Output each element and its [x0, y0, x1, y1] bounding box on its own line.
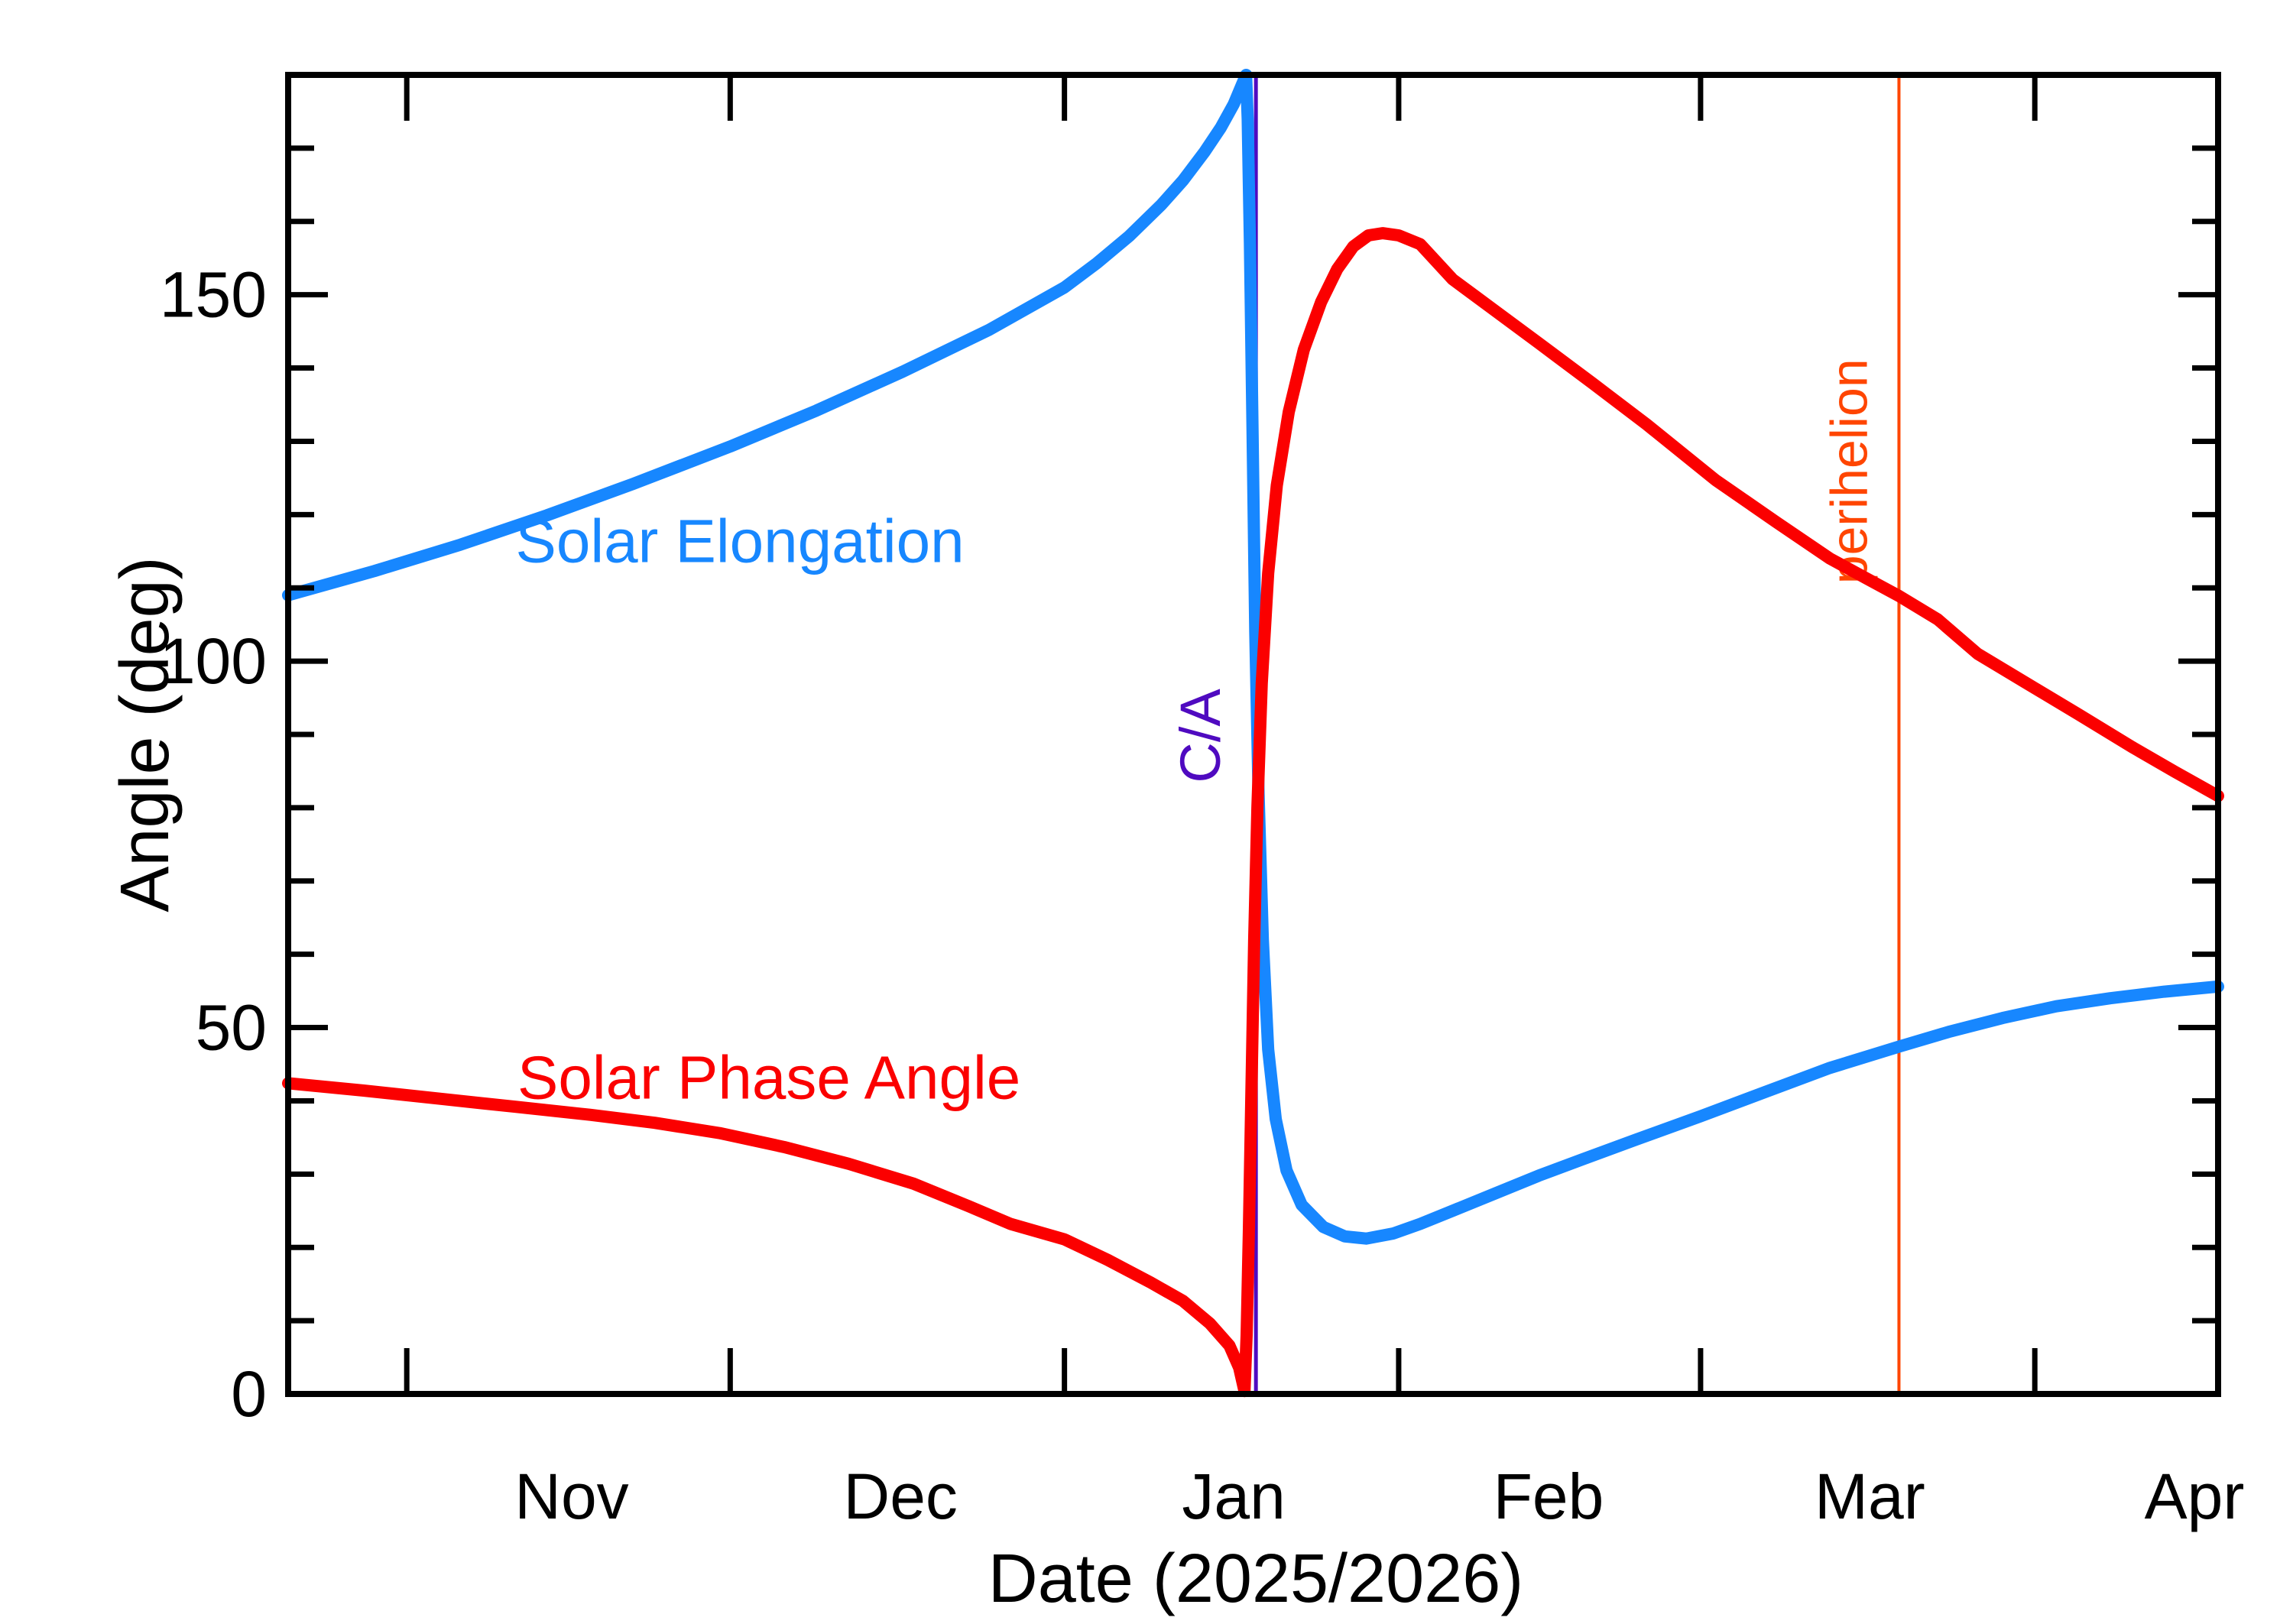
solar-elongation-label: Solar Elongation — [516, 507, 965, 575]
perihelion-label: perihelion — [1821, 358, 1879, 584]
solar-phase-angle-curve — [282, 227, 2224, 1398]
x-axis-title: Date (2025/2026) — [988, 1541, 1524, 1617]
x-tick-label-month: Feb — [1494, 1460, 1604, 1532]
x-tick-label-month: Nov — [514, 1460, 628, 1532]
x-tick-label-month: Mar — [1815, 1460, 1925, 1532]
close-approach-label: C/A — [1169, 689, 1232, 783]
y-tick-label: 100 — [160, 625, 267, 697]
x-tick-label-month: Dec — [844, 1460, 958, 1532]
y-tick-label: 50 — [196, 992, 267, 1064]
x-tick-label-month: Jan — [1182, 1460, 1285, 1532]
y-axis-title: Angle (deg) — [107, 556, 183, 912]
solar-elongation-curve — [282, 69, 2224, 1245]
solar-phase-angle-label: Solar Phase Angle — [517, 1043, 1020, 1111]
y-tick-label: 0 — [231, 1358, 267, 1430]
plot-border — [285, 72, 2221, 1397]
x-tick-label-month: Apr — [2145, 1460, 2245, 1532]
y-tick-label: 150 — [160, 259, 267, 331]
